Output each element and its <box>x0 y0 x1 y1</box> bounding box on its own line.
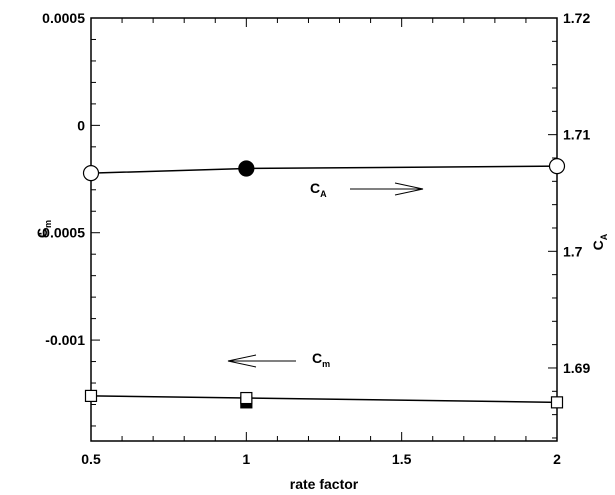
left-y-axis-title: Cm <box>34 220 53 238</box>
annotation-cm: Cm <box>227 350 330 369</box>
left-y-tick-label: 0 <box>77 117 85 133</box>
cm-point-square <box>240 391 253 405</box>
right-y-tick-label: 1.7 <box>563 243 583 259</box>
series-line-ca <box>90 165 558 174</box>
annotation-ca-label: CA <box>310 180 327 199</box>
left-y-axis-ticks: 0.0005 0 -0.0005 -0.001 <box>38 10 100 427</box>
annotation-ca: CA <box>310 180 424 199</box>
ca-point-circle <box>548 158 566 175</box>
x-axis-ticks: 0.5 1 1.5 2 <box>81 18 561 467</box>
ca-point-circle <box>238 160 255 177</box>
annotation-ca-arrowhead <box>394 182 424 196</box>
right-y-tick-label: 1.71 <box>563 127 590 143</box>
left-y-axis-title-main: C <box>34 228 50 238</box>
left-y-tick-label: 0.0005 <box>42 10 85 26</box>
x-tick-label: 1.5 <box>392 451 412 467</box>
left-y-tick-label: -0.001 <box>45 332 85 348</box>
right-y-axis-ticks: 1.72 1.71 1.7 1.69 <box>548 10 590 439</box>
right-y-tick-label: 1.72 <box>563 10 590 26</box>
right-y-axis-title-main: C <box>590 240 606 250</box>
cm-point-square <box>84 389 98 403</box>
x-tick-label: 2 <box>553 451 561 467</box>
annotation-cm-arrowhead <box>227 354 257 368</box>
series-layer <box>82 158 566 409</box>
cm-point-square <box>550 396 564 409</box>
ca-point-circle <box>82 165 100 182</box>
x-tick-label: 0.5 <box>81 451 101 467</box>
x-axis-title: rate factor <box>290 476 359 492</box>
right-y-tick-label: 1.69 <box>563 360 590 376</box>
right-y-axis-title-sub: A <box>599 233 609 240</box>
left-y-tick-label: -0.0005 <box>38 225 86 241</box>
annotation-cm-label: Cm <box>312 350 330 369</box>
right-y-axis-title: CA <box>590 233 609 250</box>
x-tick-label: 1 <box>242 451 250 467</box>
left-y-axis-title-sub: m <box>43 220 53 228</box>
series-line-cm <box>90 395 558 404</box>
plot-frame <box>90 17 558 442</box>
